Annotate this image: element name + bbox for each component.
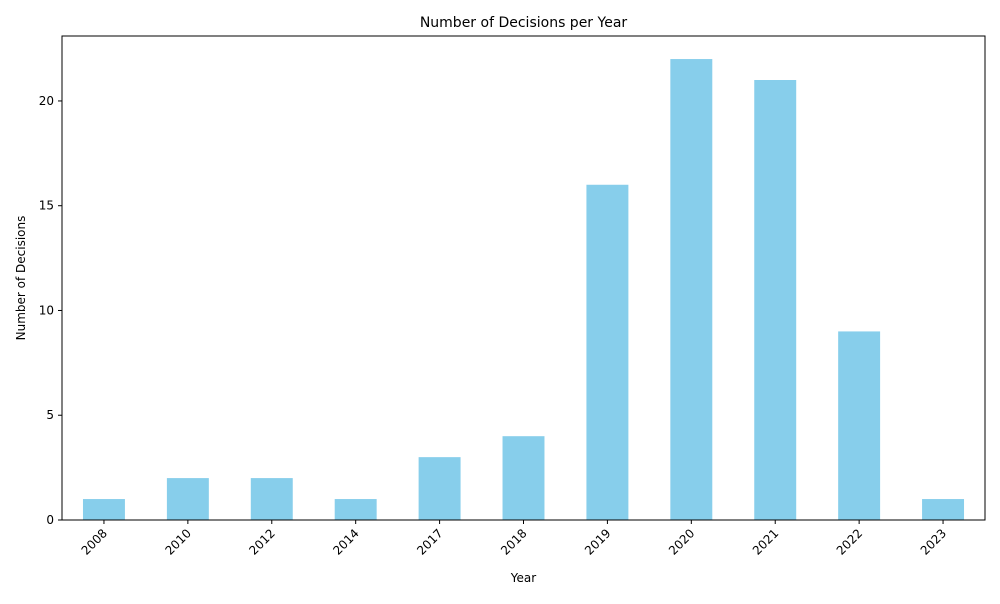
- x-tick-label-2018: 2018: [498, 526, 529, 557]
- bar-2021: [754, 80, 797, 520]
- bar-2017: [418, 457, 461, 520]
- x-tick-label-2012: 2012: [246, 526, 277, 557]
- bars-group: [82, 59, 965, 521]
- x-tick-label-2022: 2022: [834, 526, 865, 557]
- x-axis-label: Year: [510, 571, 536, 585]
- x-tick-label-2017: 2017: [414, 526, 445, 557]
- x-tick-label-2023: 2023: [918, 526, 949, 557]
- y-tick-label-0: 0: [46, 513, 54, 527]
- x-tick-label-2010: 2010: [162, 526, 193, 557]
- y-tick-label-5: 5: [46, 408, 54, 422]
- y-axis-ticks: 0 5 10 15 20: [39, 94, 62, 527]
- bar-2010: [166, 478, 209, 520]
- x-axis-ticks: 2008 2010 2012 2014 2017 2018 2019 2020 2021 2022…: [79, 520, 949, 558]
- y-axis-label: Number of Decisions: [14, 216, 28, 341]
- y-tick-label-10: 10: [39, 303, 54, 317]
- bar-2014: [334, 499, 377, 520]
- x-tick-label-2019: 2019: [582, 526, 613, 557]
- y-tick-label-20: 20: [39, 94, 54, 108]
- plot-frame: [61, 35, 986, 521]
- x-tick-label-2020: 2020: [666, 526, 697, 557]
- bar-2020: [670, 59, 713, 521]
- x-tick-label-2021: 2021: [750, 526, 781, 557]
- bar-2008: [82, 499, 125, 520]
- bar-2023: [922, 499, 965, 520]
- bar-2019: [586, 184, 629, 520]
- y-tick-label-15: 15: [39, 199, 54, 213]
- bar-2012: [250, 478, 293, 520]
- x-tick-label-2008: 2008: [79, 526, 110, 557]
- x-tick-label-2014: 2014: [330, 526, 361, 557]
- chart-title: Number of Decisions per Year: [420, 15, 628, 31]
- bar-2022: [838, 331, 881, 520]
- bar-2018: [502, 436, 545, 520]
